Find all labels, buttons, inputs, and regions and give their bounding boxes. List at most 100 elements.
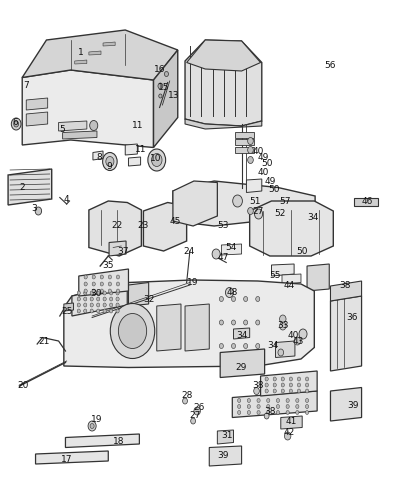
Text: 24: 24 [183,246,195,256]
Text: 56: 56 [325,60,336,70]
Circle shape [109,309,113,313]
Polygon shape [330,296,362,371]
Polygon shape [59,121,87,131]
Polygon shape [154,50,178,148]
Circle shape [297,377,301,381]
Circle shape [116,309,119,313]
Polygon shape [65,434,139,448]
Circle shape [103,291,106,295]
Text: 42: 42 [283,428,295,437]
Circle shape [305,398,309,402]
Circle shape [219,296,223,302]
Polygon shape [143,202,187,251]
Text: 17: 17 [61,454,72,464]
Text: 37: 37 [118,246,129,256]
Circle shape [280,315,286,323]
Text: 5: 5 [60,126,65,134]
Circle shape [244,344,248,348]
Text: 48: 48 [227,288,238,297]
Polygon shape [64,303,74,311]
Text: 11: 11 [135,146,146,154]
Text: 2: 2 [19,183,25,192]
Text: 20: 20 [18,382,29,390]
Circle shape [219,320,223,325]
Circle shape [164,72,168,76]
Text: 27: 27 [252,206,263,216]
Circle shape [305,389,309,393]
Circle shape [97,303,100,307]
Circle shape [257,404,260,408]
Text: 50: 50 [268,184,280,194]
Circle shape [219,344,223,348]
Text: 3: 3 [32,204,37,213]
Polygon shape [246,179,262,192]
Polygon shape [271,264,294,276]
Text: 40: 40 [252,146,263,156]
Polygon shape [276,341,295,357]
Text: 57: 57 [279,196,290,205]
Text: 50: 50 [297,246,308,256]
Circle shape [109,291,113,295]
Circle shape [305,383,309,387]
Text: 13: 13 [168,92,179,100]
Text: 28: 28 [181,392,192,400]
Text: 49: 49 [258,153,269,162]
Polygon shape [220,349,265,378]
Circle shape [77,309,80,313]
Polygon shape [125,144,137,155]
Circle shape [289,383,292,387]
Polygon shape [173,181,315,226]
Text: 22: 22 [112,222,123,230]
Text: 7: 7 [23,80,29,90]
Circle shape [305,377,309,381]
Text: 53: 53 [217,222,229,230]
Circle shape [265,377,268,381]
Circle shape [84,289,87,293]
Polygon shape [187,40,261,71]
Text: 15: 15 [158,82,169,92]
Circle shape [97,297,100,301]
Circle shape [267,398,270,402]
Circle shape [14,121,19,127]
Circle shape [109,297,113,301]
Polygon shape [26,98,48,110]
Text: 11: 11 [132,120,143,130]
Text: 46: 46 [361,196,372,205]
Polygon shape [217,430,234,444]
Text: 38: 38 [264,406,276,416]
Circle shape [267,404,270,408]
Circle shape [106,156,114,166]
Circle shape [152,154,162,166]
Circle shape [84,282,87,286]
Text: 25: 25 [61,306,72,316]
Text: 8: 8 [96,153,102,162]
Circle shape [305,404,309,408]
Text: 21: 21 [39,336,50,345]
Text: 40: 40 [287,332,299,340]
Circle shape [294,337,301,345]
Circle shape [108,275,112,279]
Circle shape [84,275,87,279]
Text: 31: 31 [221,432,233,440]
Circle shape [273,377,276,381]
Circle shape [109,303,113,307]
Polygon shape [354,198,378,206]
Circle shape [84,309,87,313]
Text: 29: 29 [235,363,246,372]
Circle shape [231,296,236,302]
Text: 9: 9 [106,162,112,171]
Circle shape [103,152,117,170]
Text: 36: 36 [347,313,358,322]
Circle shape [116,291,119,295]
Text: 38: 38 [252,382,263,390]
Polygon shape [157,304,181,351]
Polygon shape [235,139,254,145]
Circle shape [88,421,96,431]
Circle shape [299,329,307,339]
Circle shape [256,296,260,302]
Text: 19: 19 [187,278,199,287]
Polygon shape [103,42,115,46]
Circle shape [247,404,250,408]
Circle shape [289,377,292,381]
Circle shape [77,291,80,295]
